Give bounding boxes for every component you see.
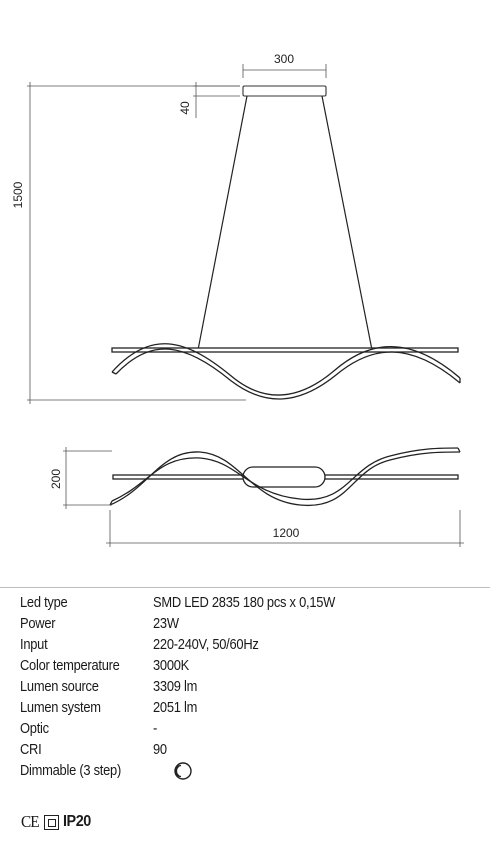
spec-label: Color temperature [20,657,120,674]
spec-label: CRI [20,741,42,758]
spec-value: 220-240V, 50/60Hz [153,636,259,653]
luminaire-front-view [111,343,461,400]
spec-row-input: Input 220-240V, 50/60Hz [20,634,480,655]
spec-row-dimmable: Dimmable (3 step) [20,760,480,786]
spec-row-lumen-system: Lumen system 2051 lm [20,697,480,718]
spec-value: 2051 lm [153,699,198,716]
spec-row-optic: Optic - [20,718,480,739]
certification-marks: CE IP20 [20,811,94,833]
canopy-height-dimension [193,82,240,118]
spec-row-led-type: Led type SMD LED 2835 180 pcs x 0,15W [20,592,480,613]
section-divider [0,587,490,588]
canopy-width-label: 300 [274,52,294,66]
spec-value: 3309 lm [153,678,198,695]
spec-label: Power [20,615,56,632]
spec-row-lumen-source: Lumen source 3309 lm [20,676,480,697]
spec-row-power: Power 23W [20,613,480,634]
side-height-label: 200 [49,469,63,489]
spec-row-color-temperature: Color temperature 3000K [20,655,480,676]
spec-label: Input [20,636,48,653]
spec-label: Dimmable (3 step) [20,762,121,779]
total-height-label: 1500 [11,181,25,208]
spec-label: Lumen source [20,678,99,695]
class-ii-double-square-icon [43,814,59,830]
spec-value: 23W [153,615,179,632]
spec-value: - [153,720,158,737]
spec-value: 90 [153,741,167,758]
canopy-height-label: 40 [178,101,192,115]
total-height-dimension [27,82,246,404]
ceiling-canopy [242,85,327,97]
canopy-width-dimension [242,64,327,78]
spec-value: 3000K [153,657,190,674]
spec-label: Led type [20,594,68,611]
spec-label: Lumen system [20,699,101,716]
spec-row-cri: CRI 90 [20,739,480,760]
spec-label: Optic [20,720,49,737]
spec-value: SMD LED 2835 180 pcs x 0,15W [153,594,336,611]
suspension-cables [197,95,373,351]
side-height-dimension [63,447,112,509]
dimmable-3-step-icon [174,762,192,780]
technical-drawing: 300 40 1500 200 [11,52,464,547]
length-dimension [106,510,464,547]
spec-table: Led type SMD LED 2835 180 pcs x 0,15W Po… [20,592,480,786]
luminaire-top-view [109,447,461,507]
ce-mark: CE [20,812,40,831]
length-label: 1200 [273,526,300,540]
ip-rating: IP20 [62,813,91,830]
